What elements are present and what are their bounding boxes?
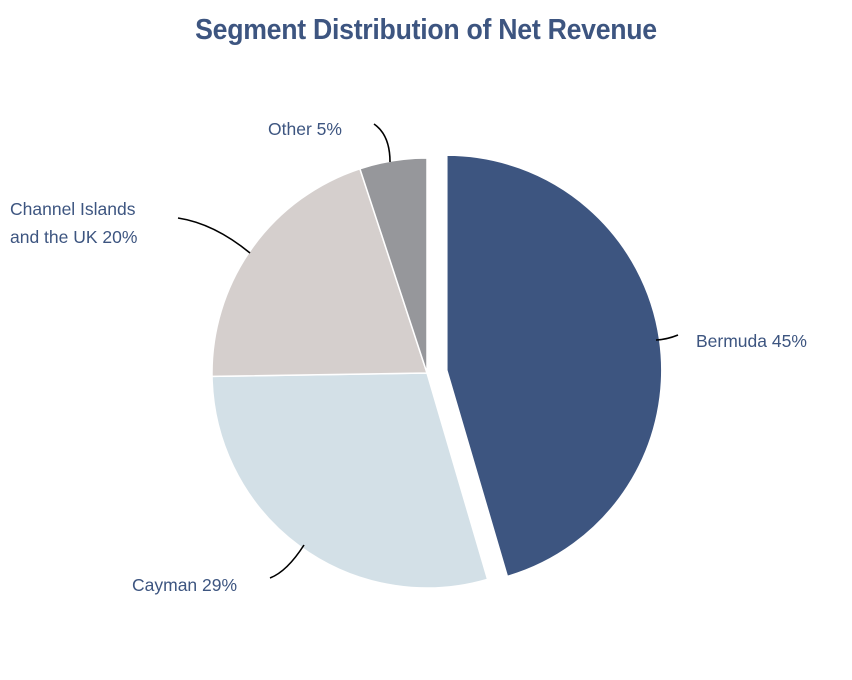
pie-slice-channel-islands-and-the-uk xyxy=(211,167,429,378)
slice-labels: Bermuda 45% Cayman 29% Channel Islands and … xyxy=(10,119,807,595)
leader-line-other xyxy=(373,123,391,163)
leader-line-bermuda xyxy=(655,334,679,341)
leader-line-cayman xyxy=(269,544,305,579)
pie-slice-bermuda xyxy=(446,154,663,578)
leader-lines xyxy=(177,123,679,579)
slice-label-other: Other 5% xyxy=(268,119,342,139)
slice-label-channel-islands-and-the-uk: Channel Islands and the UK 20% xyxy=(10,199,137,247)
slice-label-bermuda: Bermuda 45% xyxy=(696,331,807,351)
pie-slice-other xyxy=(358,157,428,374)
pie-slice-cayman xyxy=(211,372,489,589)
leader-line-channel-islands-and-the-uk xyxy=(177,217,251,254)
pie-slices xyxy=(211,154,663,589)
slice-label-cayman: Cayman 29% xyxy=(132,575,237,595)
chart-title: Segment Distribution of Net Revenue xyxy=(195,14,657,46)
